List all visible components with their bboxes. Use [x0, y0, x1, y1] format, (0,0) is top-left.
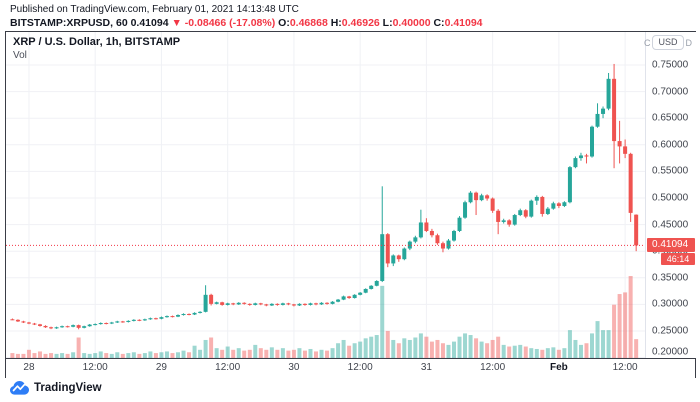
price-tick: 0.50000 [652, 192, 689, 204]
price-tick: 0.75000 [652, 59, 689, 71]
time-tick: 12:00 [612, 362, 638, 373]
price-tick: 0.30000 [652, 298, 689, 310]
price-tick: 0.55000 [652, 165, 689, 177]
price-tick: 0.45000 [652, 219, 689, 231]
time-tick: 28 [23, 362, 35, 373]
price-tick: 0.65000 [652, 112, 689, 124]
grid-layer [6, 32, 646, 358]
symbol-ohlc-line: BITSTAMP:XRPUSD, 60 0.41094 ▼ -0.08466 (… [10, 17, 483, 29]
price-tick: 0.20000 [652, 346, 689, 358]
publish-header: Published on TradingView.com, February 0… [10, 3, 483, 30]
time-tick: 29 [155, 362, 167, 373]
price-tick: 0.25000 [652, 325, 689, 337]
time-tick: 30 [288, 362, 300, 373]
price-tick: 0.35000 [652, 272, 689, 284]
tradingview-logo-icon [10, 381, 29, 395]
time-tick: 12:00 [347, 362, 373, 373]
time-tick: 12:00 [82, 362, 108, 373]
published-line: Published on TradingView.com, February 0… [10, 4, 299, 15]
currency-usd-button[interactable]: USD [652, 35, 684, 50]
last-price-label: 0.41094 [647, 238, 695, 253]
volume-series [10, 276, 639, 358]
currency-toggle[interactable]: C USD D [644, 35, 692, 50]
currency-left-partial: C [643, 37, 651, 48]
chart-frame: XRP / U.S. Dollar, 1h, BITSTAMP Vol C US… [5, 31, 696, 378]
tradingview-brand-text: TradingView [34, 382, 102, 394]
time-tick: Feb [549, 362, 568, 373]
price-axis[interactable]: 0.41094 46:14 0.75000 0.70000 0.65000 0.600… [645, 32, 696, 358]
price-tick: 0.60000 [652, 139, 689, 151]
time-tick: 12:00 [215, 362, 241, 373]
price-tick: 0.70000 [652, 86, 689, 98]
bar-countdown-label: 46:14 [661, 253, 695, 266]
time-axis[interactable]: 28 12:00 29 12:00 30 12:00 31 12:00 Feb 12:00 [6, 358, 695, 378]
time-tick: 31 [420, 362, 432, 373]
time-tick: 12:00 [480, 362, 506, 373]
candle-series [10, 63, 639, 330]
price-chart-pane[interactable] [6, 32, 646, 358]
footer-branding[interactable]: TradingView [10, 381, 102, 395]
currency-right-partial: D [685, 37, 693, 48]
